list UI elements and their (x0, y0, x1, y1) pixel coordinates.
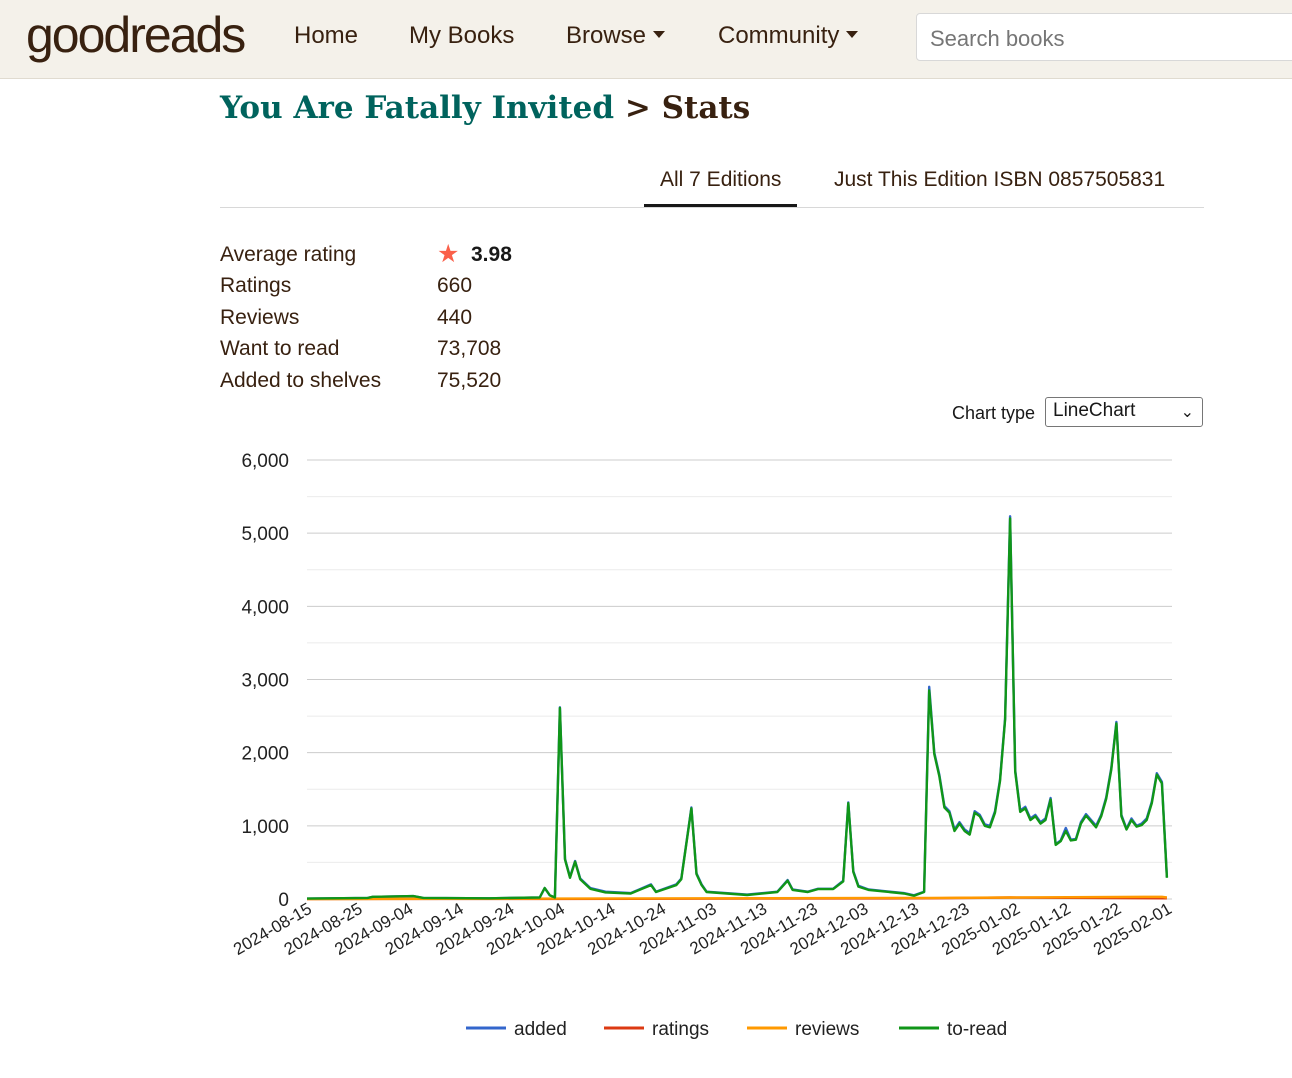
search-input[interactable]: Search books (916, 13, 1292, 61)
stat-row: Added to shelves 75,520 (220, 369, 620, 400)
x-tick-label: 2024-11-03 (636, 899, 720, 958)
series-line-added (306, 515, 1169, 900)
x-tick-label: 2024-09-04 (331, 899, 416, 959)
average-rating-value: 3.98 (471, 243, 512, 266)
series-line-reviews (306, 895, 1168, 901)
stat-value: 440 (437, 306, 473, 329)
series-line-to-read (306, 517, 1169, 900)
y-tick-label: 3,000 (241, 671, 289, 692)
legend-label-added: added (514, 1019, 567, 1040)
x-tick-label: 2025-01-12 (989, 899, 1074, 959)
y-tick-label: 2,000 (241, 744, 289, 765)
breadcrumb-separator: > (624, 90, 651, 126)
x-tick-label: 2024-08-25 (281, 899, 366, 959)
goodreads-logo[interactable]: goodreads (26, 7, 246, 63)
legend-label-to-read: to-read (947, 1019, 1007, 1040)
y-tick-label: 1,000 (241, 817, 289, 838)
y-tick-label: 5,000 (241, 524, 289, 545)
nav-browse[interactable]: Browse (566, 22, 666, 50)
y-tick-label: 4,000 (241, 597, 289, 618)
stat-label: Want to read (220, 337, 340, 360)
stat-value: 75,520 (437, 369, 502, 392)
edition-tabs: All 7 Editions Just This Edition ISBN 08… (220, 160, 1204, 208)
caret-down-icon (846, 31, 859, 39)
stat-row: Want to read 73,708 (220, 337, 620, 368)
x-tick-label: 2024-11-13 (687, 899, 771, 958)
stat-label: Reviews (220, 306, 300, 329)
stat-row: Ratings 660 (220, 274, 620, 305)
x-tick-label: 2024-09-24 (433, 899, 518, 959)
stat-label: Ratings (220, 274, 292, 297)
x-tick-label: 2025-02-01 (1090, 899, 1175, 959)
x-tick-label: 2024-10-14 (534, 899, 619, 959)
x-tick-label: 2024-10-24 (584, 899, 669, 959)
caret-down-icon (653, 31, 666, 39)
legend-label-reviews: reviews (795, 1019, 859, 1040)
chart-type-value: LineChart (1053, 400, 1136, 421)
nav-community[interactable]: Community (718, 22, 859, 50)
x-tick-label: 2024-12-23 (888, 899, 973, 959)
x-tick-label: 2024-11-23 (737, 899, 821, 958)
site-header: goodreads Home My Books Browse Community… (0, 0, 1292, 79)
chart-type-select[interactable]: LineChart ⌄ (1045, 397, 1203, 427)
x-tick-label: 2024-09-14 (382, 899, 467, 959)
y-tick-label: 0 (278, 890, 289, 911)
chart-type-label: Chart type (952, 403, 1036, 423)
series-line-ratings (306, 896, 1167, 901)
stat-value: 660 (437, 274, 473, 297)
tab-this-edition[interactable]: Just This Edition ISBN 0857505831 (834, 168, 1166, 191)
nav-home[interactable]: Home (294, 22, 359, 49)
x-tick-label: 2024-10-04 (483, 899, 568, 959)
stat-value: 73,708 (437, 337, 502, 360)
x-tick-label: 2025-01-22 (1040, 899, 1125, 959)
page-title: You Are Fatally Invited > Stats (220, 90, 750, 126)
book-title-link[interactable]: You Are Fatally Invited (220, 90, 615, 126)
star-icon: ★ (437, 240, 460, 268)
x-tick-label: 2024-12-03 (787, 899, 872, 959)
stat-label: Added to shelves (220, 369, 382, 392)
y-tick-label: 6,000 (241, 451, 289, 472)
stat-row: Average rating ★ 3.98 (220, 240, 620, 274)
nav-my-books[interactable]: My Books (409, 22, 515, 49)
stat-row: Reviews 440 (220, 306, 620, 337)
legend-label-ratings: ratings (652, 1019, 709, 1040)
stat-label: Average rating (220, 243, 357, 266)
section-title: Stats (661, 90, 751, 126)
chevron-down-icon: ⌄ (1180, 404, 1194, 421)
tab-all-editions[interactable]: All 7 Editions (644, 168, 798, 207)
x-tick-label: 2025-01-02 (938, 899, 1023, 959)
x-tick-label: 2024-08-15 (230, 899, 315, 959)
x-tick-label: 2024-12-13 (837, 899, 922, 959)
